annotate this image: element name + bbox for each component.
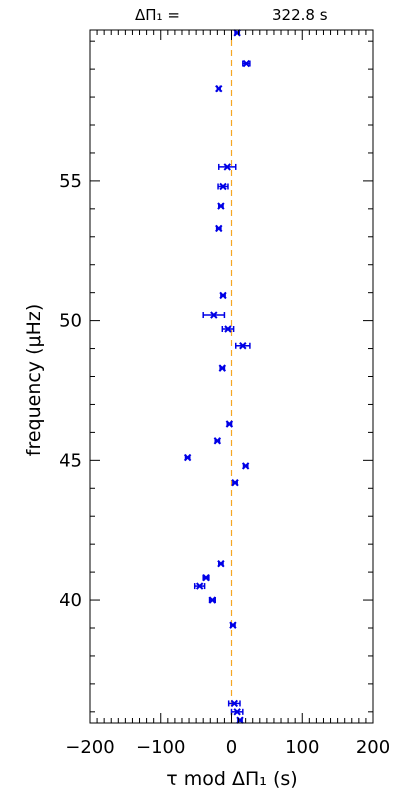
data-point <box>233 29 241 37</box>
point-marker-b <box>236 716 244 724</box>
point-marker-b <box>231 478 239 487</box>
point-marker-b <box>219 291 227 300</box>
data-point <box>231 478 239 487</box>
data-point <box>183 453 192 462</box>
point-marker-b <box>242 59 251 68</box>
data-point <box>193 582 206 590</box>
data-point <box>202 311 226 319</box>
title-value: 322.8 s <box>272 6 328 24</box>
point-marker-b <box>219 182 227 191</box>
point-marker-b <box>224 325 232 333</box>
point-marker-b <box>233 29 241 37</box>
point-marker-b <box>195 582 204 590</box>
data-point <box>215 84 223 93</box>
y-tick-label: 40 <box>59 590 82 611</box>
point-marker-b <box>239 342 247 350</box>
point-marker-b <box>229 621 237 629</box>
y-axis-title: frequency (μHz) <box>23 304 45 457</box>
axes-layer <box>89 29 374 724</box>
data-point <box>242 59 251 68</box>
y-tick-label: 50 <box>59 311 82 332</box>
point-marker-b <box>217 202 225 210</box>
label-layer: ΔΠ₁ = 322.8 s τ mod ΔΠ₁ (s) frequency (μ… <box>23 6 390 790</box>
x-tick-label: −200 <box>65 737 114 758</box>
data-point <box>241 462 250 470</box>
data-point <box>213 437 222 445</box>
point-marker-b <box>230 699 239 708</box>
point-marker-b <box>218 364 227 372</box>
data-point <box>208 596 217 604</box>
data-point <box>227 699 241 708</box>
x-axis-title: τ mod ΔΠ₁ (s) <box>166 768 297 790</box>
data-point <box>202 573 210 582</box>
data-point <box>218 163 237 171</box>
point-marker-b <box>215 224 223 233</box>
point-marker-b <box>217 560 225 568</box>
point-marker-b <box>202 573 210 582</box>
x-tick-label: −100 <box>136 737 185 758</box>
data-point <box>217 202 225 210</box>
title-label: ΔΠ₁ = <box>135 6 180 24</box>
y-tick-label: 45 <box>59 450 82 471</box>
point-marker-b <box>208 596 217 604</box>
data-point <box>225 420 234 428</box>
data-point <box>229 621 237 629</box>
data-layer <box>183 29 251 724</box>
data-point <box>215 224 223 233</box>
data-point <box>221 325 235 333</box>
data-point <box>219 291 227 300</box>
point-marker-b <box>213 437 222 445</box>
point-marker-b <box>241 462 250 470</box>
y-tick-label: 55 <box>59 171 82 192</box>
data-point <box>236 716 244 724</box>
x-tick-label: 100 <box>285 737 319 758</box>
point-marker-b <box>233 708 241 716</box>
data-point <box>230 708 244 716</box>
point-marker-b <box>225 420 234 428</box>
point-marker-b <box>183 453 192 462</box>
data-point <box>217 182 229 191</box>
point-marker-b <box>210 311 218 319</box>
x-tick-label: 0 <box>226 737 237 758</box>
data-point <box>217 560 225 568</box>
x-tick-label: 200 <box>356 737 390 758</box>
point-marker-b <box>215 84 223 93</box>
data-point <box>234 342 251 350</box>
data-point <box>218 364 227 372</box>
point-marker-b <box>223 163 231 171</box>
